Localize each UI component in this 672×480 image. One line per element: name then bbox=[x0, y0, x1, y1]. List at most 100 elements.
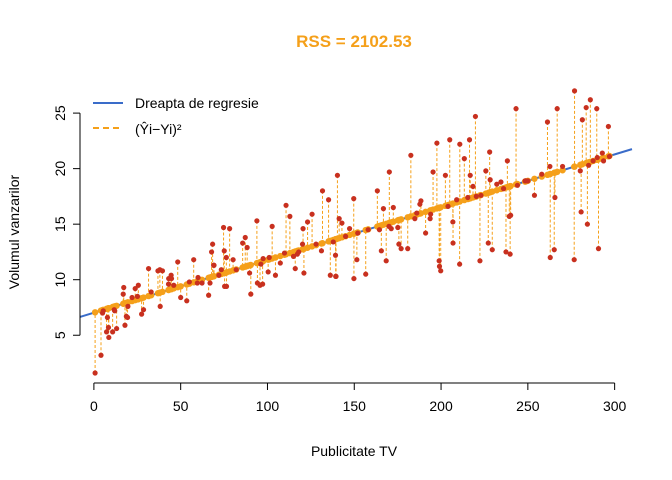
data-point bbox=[578, 209, 584, 215]
data-point bbox=[457, 141, 463, 147]
x-axis: 0 50 100 150 200 250 300 bbox=[90, 382, 627, 414]
y-axis-label: Volumul vanzarilor bbox=[6, 174, 22, 289]
data-point bbox=[265, 269, 271, 275]
data-point bbox=[296, 249, 302, 255]
data-point bbox=[374, 188, 380, 194]
data-point bbox=[206, 292, 212, 298]
data-point bbox=[208, 249, 215, 255]
data-point bbox=[427, 216, 433, 222]
data-point bbox=[594, 154, 600, 161]
data-point bbox=[508, 212, 514, 218]
data-point bbox=[339, 220, 345, 226]
data-point bbox=[221, 248, 227, 254]
data-point bbox=[503, 249, 509, 255]
data-point bbox=[175, 259, 181, 265]
data-point bbox=[99, 310, 106, 316]
fitted-value-marker bbox=[571, 163, 578, 170]
data-point bbox=[318, 248, 325, 254]
data-point bbox=[418, 198, 424, 204]
data-point bbox=[590, 158, 596, 164]
data-point bbox=[487, 177, 493, 183]
data-point bbox=[436, 258, 442, 264]
data-point bbox=[186, 279, 192, 285]
y-tick-label: 20 bbox=[52, 161, 68, 177]
data-point bbox=[269, 223, 275, 229]
data-point bbox=[110, 329, 116, 335]
data-point bbox=[134, 293, 141, 299]
data-point bbox=[330, 239, 336, 245]
data-point bbox=[442, 172, 448, 178]
data-point bbox=[195, 274, 201, 281]
data-point bbox=[290, 253, 297, 259]
data-point bbox=[396, 241, 402, 247]
data-point bbox=[334, 172, 341, 178]
data-point bbox=[220, 224, 227, 231]
data-point bbox=[122, 322, 128, 328]
data-point bbox=[428, 211, 434, 217]
data-point bbox=[287, 213, 293, 219]
data-point bbox=[395, 224, 401, 231]
data-point bbox=[412, 216, 418, 222]
data-point bbox=[483, 168, 489, 174]
data-point bbox=[579, 117, 585, 123]
data-point bbox=[98, 352, 104, 358]
data-point bbox=[342, 233, 349, 239]
data-point bbox=[104, 314, 111, 321]
data-point bbox=[292, 265, 298, 272]
data-point bbox=[351, 275, 357, 282]
fitted-value-marker bbox=[427, 207, 434, 214]
data-point bbox=[159, 268, 166, 274]
data-point bbox=[125, 303, 131, 309]
legend-residual-label: (Ŷi−Yi)² bbox=[135, 121, 182, 137]
data-point bbox=[246, 270, 253, 276]
data-point bbox=[178, 294, 184, 301]
data-point bbox=[383, 258, 389, 264]
data-point bbox=[500, 186, 507, 192]
data-point bbox=[584, 221, 590, 227]
data-point bbox=[461, 156, 467, 162]
data-point bbox=[554, 106, 560, 112]
data-point bbox=[216, 272, 222, 278]
y-tick-label: 15 bbox=[52, 216, 68, 232]
data-point bbox=[120, 291, 126, 297]
data-point bbox=[583, 104, 589, 111]
data-point bbox=[304, 219, 311, 225]
data-point bbox=[489, 247, 495, 253]
legend-regression-label: Dreapta de regresie bbox=[135, 95, 259, 111]
data-point bbox=[525, 178, 531, 184]
data-point bbox=[230, 257, 236, 263]
data-point bbox=[191, 257, 197, 263]
data-point bbox=[430, 169, 436, 175]
data-point bbox=[547, 163, 553, 170]
data-point bbox=[478, 192, 484, 198]
data-point bbox=[531, 192, 538, 198]
data-point bbox=[132, 285, 138, 292]
data-point bbox=[272, 272, 279, 278]
data-point bbox=[551, 247, 557, 253]
data-point bbox=[207, 280, 213, 286]
data-point bbox=[129, 294, 135, 301]
data-point bbox=[386, 169, 392, 175]
data-point bbox=[438, 268, 444, 274]
data-point bbox=[300, 226, 306, 232]
data-point bbox=[240, 240, 246, 246]
data-point bbox=[386, 223, 392, 229]
fitted-value-marker bbox=[559, 167, 566, 174]
data-point bbox=[218, 267, 224, 273]
data-point bbox=[398, 246, 404, 252]
data-point bbox=[165, 281, 172, 287]
x-tick-label: 100 bbox=[256, 398, 280, 414]
data-point bbox=[600, 158, 607, 164]
data-point bbox=[454, 197, 460, 203]
data-point bbox=[507, 251, 513, 257]
data-point bbox=[414, 210, 420, 216]
data-point bbox=[266, 254, 272, 261]
data-point bbox=[157, 303, 163, 309]
data-point bbox=[466, 137, 473, 143]
data-point bbox=[485, 240, 491, 246]
y-tick-label: 10 bbox=[52, 272, 68, 288]
data-point bbox=[434, 140, 440, 146]
data-point bbox=[378, 248, 384, 254]
data-point bbox=[103, 329, 110, 335]
